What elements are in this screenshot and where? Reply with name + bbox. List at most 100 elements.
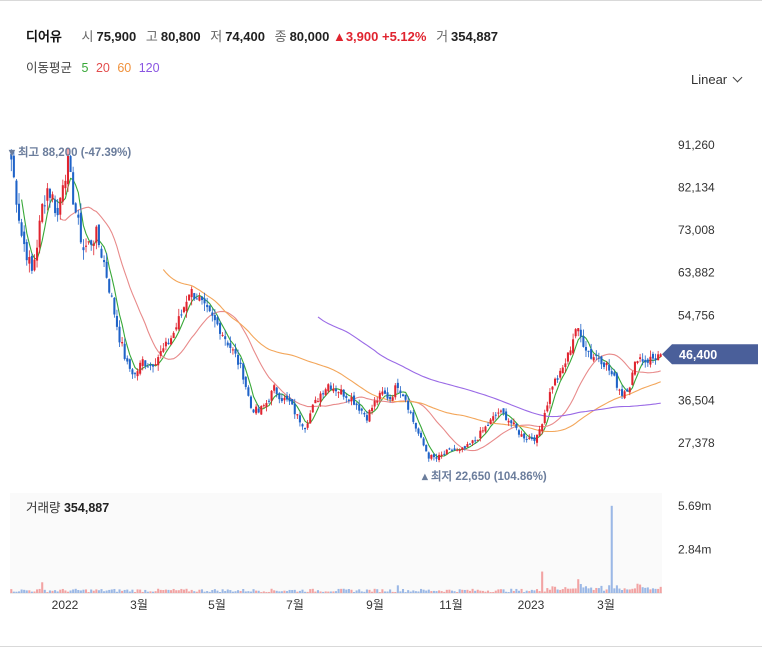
candle-body <box>505 411 508 421</box>
volume-bar <box>131 589 134 593</box>
volume-bar <box>373 588 376 593</box>
candle-body <box>193 293 196 300</box>
volume-bar <box>265 591 268 593</box>
volume-bar <box>404 592 407 593</box>
candle-body <box>298 415 301 423</box>
volume-bar <box>304 591 307 593</box>
volume-bar <box>30 591 33 593</box>
volume-bar <box>136 589 139 593</box>
volume-bar <box>342 588 345 593</box>
volume-panel <box>10 493 662 593</box>
candle-body <box>530 437 533 439</box>
volume-bar <box>208 591 211 593</box>
candle-body <box>332 388 335 392</box>
volume-bar <box>311 588 314 593</box>
candle-body <box>502 408 505 414</box>
candle-body <box>242 363 245 380</box>
volume-bar <box>69 590 72 593</box>
volume-bar <box>273 590 276 593</box>
volume-bar <box>371 591 374 593</box>
volume-bar <box>200 589 204 593</box>
volume-bar <box>175 590 178 593</box>
ma-5[interactable]: 5 <box>81 61 89 75</box>
candle-body <box>84 245 88 247</box>
volume-bar <box>644 587 647 593</box>
candle-body <box>412 412 415 422</box>
volume-bar <box>590 587 593 593</box>
candle-body <box>649 356 652 365</box>
volume-bar <box>535 589 539 593</box>
volume-bar <box>615 585 618 593</box>
volume-bar <box>448 589 451 593</box>
volume-bar <box>92 590 95 593</box>
scale-dropdown[interactable]: Linear <box>691 72 743 87</box>
volume-bar <box>144 589 147 593</box>
volume-bar <box>633 588 636 593</box>
volume-bar <box>286 591 289 593</box>
candle-body <box>535 434 539 443</box>
candle-body <box>577 328 580 332</box>
candle-body <box>417 428 420 434</box>
candle-body <box>180 314 183 316</box>
volume-bar <box>121 590 124 593</box>
volume-bar <box>262 591 265 593</box>
volume-bar <box>113 588 116 593</box>
ma-20[interactable]: 20 <box>95 61 110 75</box>
volume-bar <box>103 591 106 593</box>
candle-body <box>87 241 90 243</box>
candle-body <box>468 443 472 445</box>
volume-bar <box>502 589 505 593</box>
candle-body <box>200 296 204 301</box>
volume-bar <box>244 591 247 593</box>
volume-bar <box>221 589 224 593</box>
candle-body <box>657 354 660 361</box>
ma-60[interactable]: 60 <box>117 61 132 75</box>
ma-120[interactable]: 120 <box>138 61 160 75</box>
candle-body <box>381 391 384 395</box>
volume-bar <box>394 591 397 593</box>
candle-body <box>23 231 26 245</box>
volume-bar <box>582 587 585 593</box>
candle-body <box>350 397 353 402</box>
candle-body <box>438 454 441 461</box>
candle-body <box>33 259 36 271</box>
volume-bar <box>126 589 129 593</box>
candle-body <box>221 334 224 336</box>
volume-bar <box>182 589 185 593</box>
candle-body <box>605 362 608 366</box>
candle-body <box>592 357 595 361</box>
volume-bar <box>639 584 642 593</box>
price-axis-tick: 73,008 <box>678 223 715 237</box>
candle-body <box>304 427 307 430</box>
volume-bar <box>481 590 484 593</box>
volume-bar <box>190 589 193 593</box>
price-axis-tick: 91,260 <box>678 138 715 152</box>
candle-body <box>69 156 72 173</box>
candle-body <box>386 392 389 399</box>
volume-bar <box>149 591 152 593</box>
candle-body <box>561 367 564 374</box>
change-value: ▲3,900 <box>332 29 379 44</box>
volume-value: 354,887 <box>451 29 499 44</box>
change-percent: +5.12% <box>381 29 427 44</box>
volume-bar <box>185 588 188 593</box>
volume-bar <box>59 589 62 593</box>
candle-body <box>383 390 386 394</box>
candle-body <box>314 399 317 404</box>
candle-body <box>342 389 345 397</box>
volume-bar <box>23 589 26 593</box>
volume-bar <box>479 590 482 593</box>
moving-average-legend: 이동평균 5 20 60 120 <box>26 57 164 76</box>
volume-bar <box>84 589 88 593</box>
candle-body <box>51 194 54 200</box>
candle-body <box>262 405 265 407</box>
candle-body <box>257 408 260 413</box>
volume-bar <box>275 590 278 593</box>
volume-title-value: 354,887 <box>64 501 109 515</box>
candle-body <box>659 354 662 357</box>
volume-bar <box>278 591 281 593</box>
volume-bar <box>551 586 554 593</box>
volume-bar <box>193 591 196 593</box>
candle-body <box>510 420 513 424</box>
